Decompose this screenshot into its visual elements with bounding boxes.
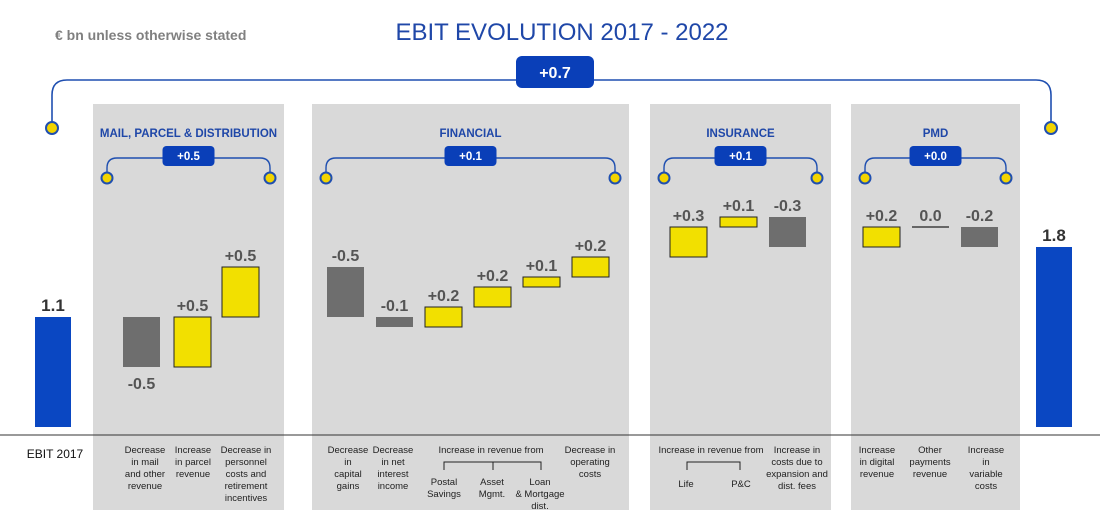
step-bar-increase	[173, 316, 212, 368]
step-bar-decrease	[769, 217, 806, 247]
step-bar-increase	[221, 266, 260, 318]
category-label: Decrease in net interest income	[373, 445, 414, 492]
category-label: Decrease in operating costs	[565, 445, 616, 480]
step-bar-increase	[862, 226, 901, 248]
step-value-label: +0.1	[723, 198, 755, 215]
units-note: € bn unless otherwise stated	[55, 27, 246, 43]
segment-panel	[650, 104, 831, 510]
step-value-label: -0.5	[332, 248, 360, 265]
bracket-dot	[45, 121, 59, 135]
bracket-dot	[657, 171, 671, 185]
step-bar-decrease	[376, 317, 413, 327]
segment-badge	[162, 146, 215, 166]
segment-badge	[714, 146, 767, 166]
category-label: Decrease in capital gains	[328, 445, 369, 492]
category-label: Increase in costs due to expansion and dist…	[766, 445, 828, 492]
step-bar-decrease	[961, 227, 998, 247]
segment-title: MAIL, PARCEL & DISTRIBUTION	[100, 128, 277, 140]
segment-panel	[312, 104, 629, 510]
chart-title: EBIT EVOLUTION 2017 - 2022	[395, 19, 728, 46]
step-bar-decrease	[123, 317, 160, 367]
segment-badge-label: +0.5	[177, 151, 200, 163]
category-label: Decrease in personnel costs and retirement i…	[221, 445, 272, 504]
bracket-dot	[100, 171, 114, 185]
group-bracket	[686, 461, 741, 470]
step-bar-decrease	[327, 267, 364, 317]
step-value-label: +0.2	[477, 268, 509, 285]
group-label: Increase in revenue from	[438, 445, 543, 456]
bracket-dot	[608, 171, 622, 185]
category-label: Increase in variable costs	[968, 445, 1004, 492]
step-bar-increase	[424, 306, 463, 328]
start-category-label: EBIT 2017	[27, 447, 84, 461]
bracket-dot	[858, 171, 872, 185]
step-value-label: +0.5	[225, 248, 257, 265]
bracket-dot	[999, 171, 1013, 185]
category-label: Increase in digital revenue	[859, 445, 895, 480]
end-bar	[1036, 247, 1072, 427]
step-value-label: -0.3	[774, 198, 802, 215]
segment-badge	[444, 146, 497, 166]
segment-title: PMD	[923, 128, 949, 140]
step-bar-increase	[571, 256, 610, 278]
segment-title: INSURANCE	[706, 128, 775, 140]
segment-title: FINANCIAL	[440, 128, 502, 140]
step-value-label: 0.0	[919, 208, 941, 225]
total-badge	[516, 56, 594, 88]
segment-badge	[909, 146, 962, 166]
category-label: Decrease in mail and other revenue	[125, 445, 166, 492]
step-bar-increase	[522, 276, 561, 288]
category-label: P&C	[731, 479, 751, 490]
start-value-label: 1.1	[41, 296, 65, 315]
category-label: Loan & Mortgage dist.	[515, 477, 564, 512]
category-label: Life	[678, 479, 693, 490]
bracket-dot	[263, 171, 277, 185]
category-label: Asset Mgmt.	[479, 477, 505, 500]
step-value-label: +0.3	[673, 208, 705, 225]
step-value-label: -0.2	[966, 208, 994, 225]
step-value-label: +0.5	[177, 298, 209, 315]
end-value-label: 1.8	[1042, 226, 1066, 245]
category-label: Postal Savings	[427, 477, 461, 500]
step-bar-increase	[719, 216, 758, 228]
segment-badge-label: +0.1	[729, 151, 752, 163]
group-bracket	[443, 461, 542, 470]
total-badge-label: +0.7	[539, 65, 571, 82]
step-bar-increase	[473, 286, 512, 308]
group-label: Increase in revenue from	[658, 445, 763, 456]
segment-badge-label: +0.0	[924, 151, 947, 163]
step-value-label: -0.1	[381, 298, 409, 315]
bracket-dot	[1044, 121, 1058, 135]
bracket-dot	[319, 171, 333, 185]
step-value-label: +0.2	[866, 208, 898, 225]
step-bar-increase	[669, 226, 708, 258]
step-value-label: -0.5	[128, 376, 156, 393]
start-bar	[35, 317, 71, 427]
bracket-dot	[810, 171, 824, 185]
category-label: Other payments revenue	[909, 445, 950, 480]
step-value-label: +0.1	[526, 258, 558, 275]
segment-badge-label: +0.1	[459, 151, 482, 163]
category-label: Increase in parcel revenue	[175, 445, 211, 480]
step-value-label: +0.2	[428, 288, 460, 305]
segment-panel	[851, 104, 1020, 510]
step-value-label: +0.2	[575, 238, 607, 255]
